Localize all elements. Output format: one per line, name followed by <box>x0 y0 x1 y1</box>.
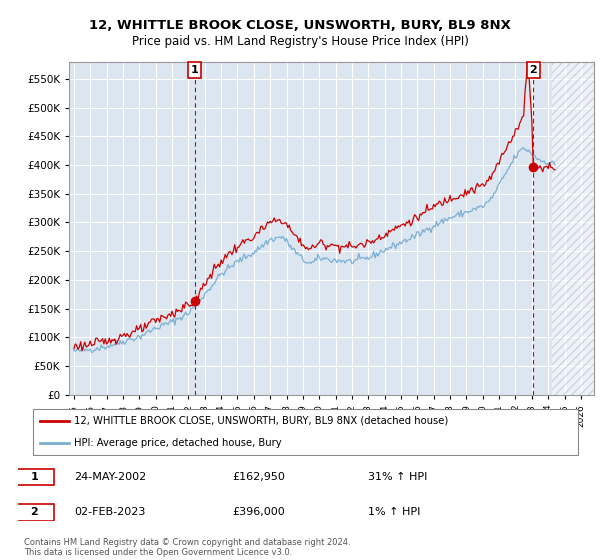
Text: 24-MAY-2002: 24-MAY-2002 <box>74 472 146 482</box>
Text: 1% ↑ HPI: 1% ↑ HPI <box>368 507 420 517</box>
Text: 2: 2 <box>529 65 537 75</box>
Text: HPI: Average price, detached house, Bury: HPI: Average price, detached house, Bury <box>74 437 282 447</box>
Text: 12, WHITTLE BROOK CLOSE, UNSWORTH, BURY, BL9 8NX (detached house): 12, WHITTLE BROOK CLOSE, UNSWORTH, BURY,… <box>74 416 448 426</box>
Text: 1: 1 <box>191 65 199 75</box>
Text: 12, WHITTLE BROOK CLOSE, UNSWORTH, BURY, BL9 8NX: 12, WHITTLE BROOK CLOSE, UNSWORTH, BURY,… <box>89 18 511 32</box>
Bar <box>552 62 594 395</box>
Text: £396,000: £396,000 <box>232 507 285 517</box>
Text: 2: 2 <box>31 507 38 517</box>
Text: 1: 1 <box>31 472 38 482</box>
FancyBboxPatch shape <box>33 409 578 455</box>
FancyBboxPatch shape <box>15 504 53 521</box>
FancyBboxPatch shape <box>15 469 53 486</box>
Text: Price paid vs. HM Land Registry's House Price Index (HPI): Price paid vs. HM Land Registry's House … <box>131 35 469 48</box>
Text: £162,950: £162,950 <box>232 472 285 482</box>
Text: 31% ↑ HPI: 31% ↑ HPI <box>368 472 427 482</box>
Text: Contains HM Land Registry data © Crown copyright and database right 2024.
This d: Contains HM Land Registry data © Crown c… <box>24 538 350 557</box>
Text: 02-FEB-2023: 02-FEB-2023 <box>74 507 146 517</box>
